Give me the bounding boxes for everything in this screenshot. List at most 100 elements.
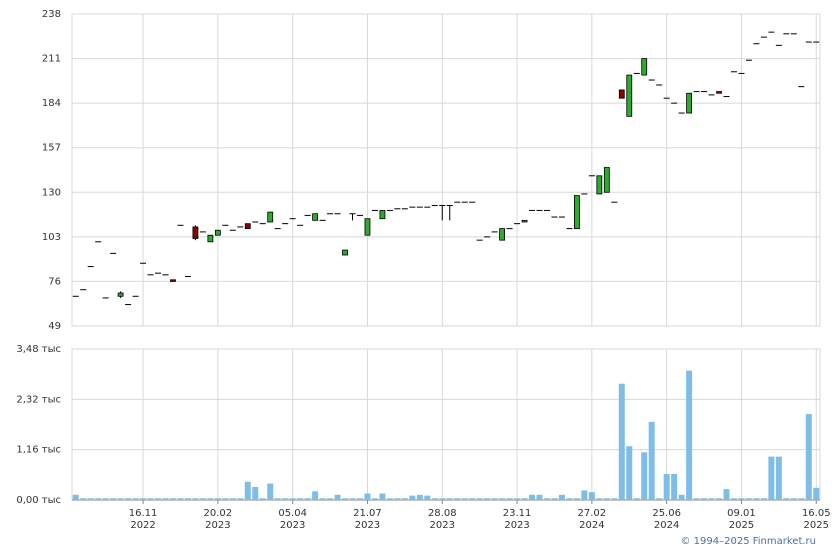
candle-body — [790, 33, 797, 35]
volume-bar — [431, 498, 438, 500]
candle-body — [95, 241, 102, 243]
candle-body — [132, 295, 139, 297]
candle-body — [177, 224, 184, 226]
volume-bar — [147, 498, 154, 500]
volume-panel — [71, 348, 821, 501]
candle-body — [267, 211, 274, 223]
volume-bar — [199, 498, 206, 500]
volume-bar — [244, 481, 251, 500]
candle-body — [401, 208, 408, 210]
volume-bar — [514, 498, 521, 500]
volume-bar — [102, 498, 109, 500]
candle-body — [603, 167, 610, 193]
candle-body — [775, 44, 782, 46]
volume-bar — [663, 473, 670, 500]
volume-bar — [581, 490, 588, 500]
candle-body — [514, 223, 521, 225]
candle-body — [730, 71, 737, 73]
candle-body — [72, 295, 79, 297]
candle-body — [439, 204, 446, 206]
candle-body — [170, 279, 176, 282]
volume-bar — [633, 498, 640, 500]
volume-bar — [805, 414, 812, 500]
volume-bar — [394, 498, 401, 500]
candle-body — [409, 206, 416, 208]
y-tick-label: 0,00 тыс — [16, 495, 61, 506]
volume-bar — [461, 498, 468, 500]
candle-body — [798, 86, 805, 88]
candle-body — [297, 224, 304, 226]
volume-bar — [723, 489, 730, 500]
volume-bar — [521, 498, 528, 500]
volume-bar — [379, 493, 386, 500]
candle-body — [461, 201, 468, 203]
volume-bar — [110, 498, 117, 500]
volume-bar — [798, 498, 805, 500]
candle-body — [371, 209, 378, 211]
volume-bar — [259, 498, 266, 500]
volume-bar — [334, 494, 341, 500]
candle-body — [446, 204, 453, 206]
candle-body — [469, 201, 476, 203]
candle-body — [805, 41, 812, 43]
volume-bar — [484, 498, 491, 500]
volume-bar — [229, 498, 236, 500]
candle-body — [274, 228, 281, 230]
volume-bar — [716, 498, 723, 500]
volume-bar — [499, 498, 506, 500]
y-tick-label: 103 — [42, 232, 61, 243]
y-tick-label: 49 — [48, 321, 61, 332]
candle-body — [551, 216, 558, 218]
volume-bar — [312, 491, 319, 500]
volume-bar — [566, 498, 573, 500]
volume-bar — [349, 498, 356, 500]
volume-bar — [469, 498, 476, 500]
candle-body — [596, 175, 603, 195]
volume-bar — [214, 498, 221, 500]
volume-bar — [95, 498, 102, 500]
volume-bar — [192, 498, 199, 500]
price-panel — [71, 13, 821, 327]
candle-body — [199, 231, 206, 233]
volume-bar — [252, 486, 259, 500]
volume-bar — [760, 498, 767, 500]
candle-body — [588, 175, 595, 177]
candle-body — [633, 72, 640, 74]
volume-bar — [738, 498, 745, 500]
candle-body — [678, 112, 685, 114]
candle-body — [80, 289, 87, 291]
volume-bar — [327, 498, 334, 500]
y-tick-label: 157 — [42, 143, 61, 154]
volume-bar — [693, 498, 700, 500]
candle-body — [618, 89, 625, 99]
candle-body — [214, 229, 221, 236]
volume-bar — [446, 498, 453, 500]
candle-body — [499, 228, 506, 241]
volume-bar — [678, 494, 685, 500]
candle-body — [716, 91, 722, 94]
volume-bar — [297, 498, 304, 500]
candle-body — [327, 213, 334, 215]
candle-body — [229, 229, 236, 231]
volume-bar — [132, 498, 139, 500]
x-tick-label: 25.06 2024 — [652, 508, 681, 531]
candle-body — [723, 96, 730, 98]
x-tick-label: 28.08 2023 — [428, 508, 457, 531]
candle-body — [745, 59, 752, 61]
candle-body — [289, 218, 296, 220]
volume-bar — [140, 498, 147, 500]
volume-bar — [207, 498, 214, 500]
candle-body — [626, 74, 633, 117]
candle-body — [117, 292, 124, 297]
volume-bar — [701, 498, 708, 500]
candle-body — [184, 275, 191, 277]
volume-bar — [588, 492, 595, 500]
volume-bar — [222, 498, 229, 500]
y-tick-label: 238 — [42, 9, 61, 20]
volume-bar — [424, 495, 431, 500]
candle-body — [708, 94, 715, 96]
candle-body — [162, 274, 169, 276]
candle-body — [424, 206, 431, 208]
y-tick-label: 2,32 тыс — [16, 394, 61, 405]
